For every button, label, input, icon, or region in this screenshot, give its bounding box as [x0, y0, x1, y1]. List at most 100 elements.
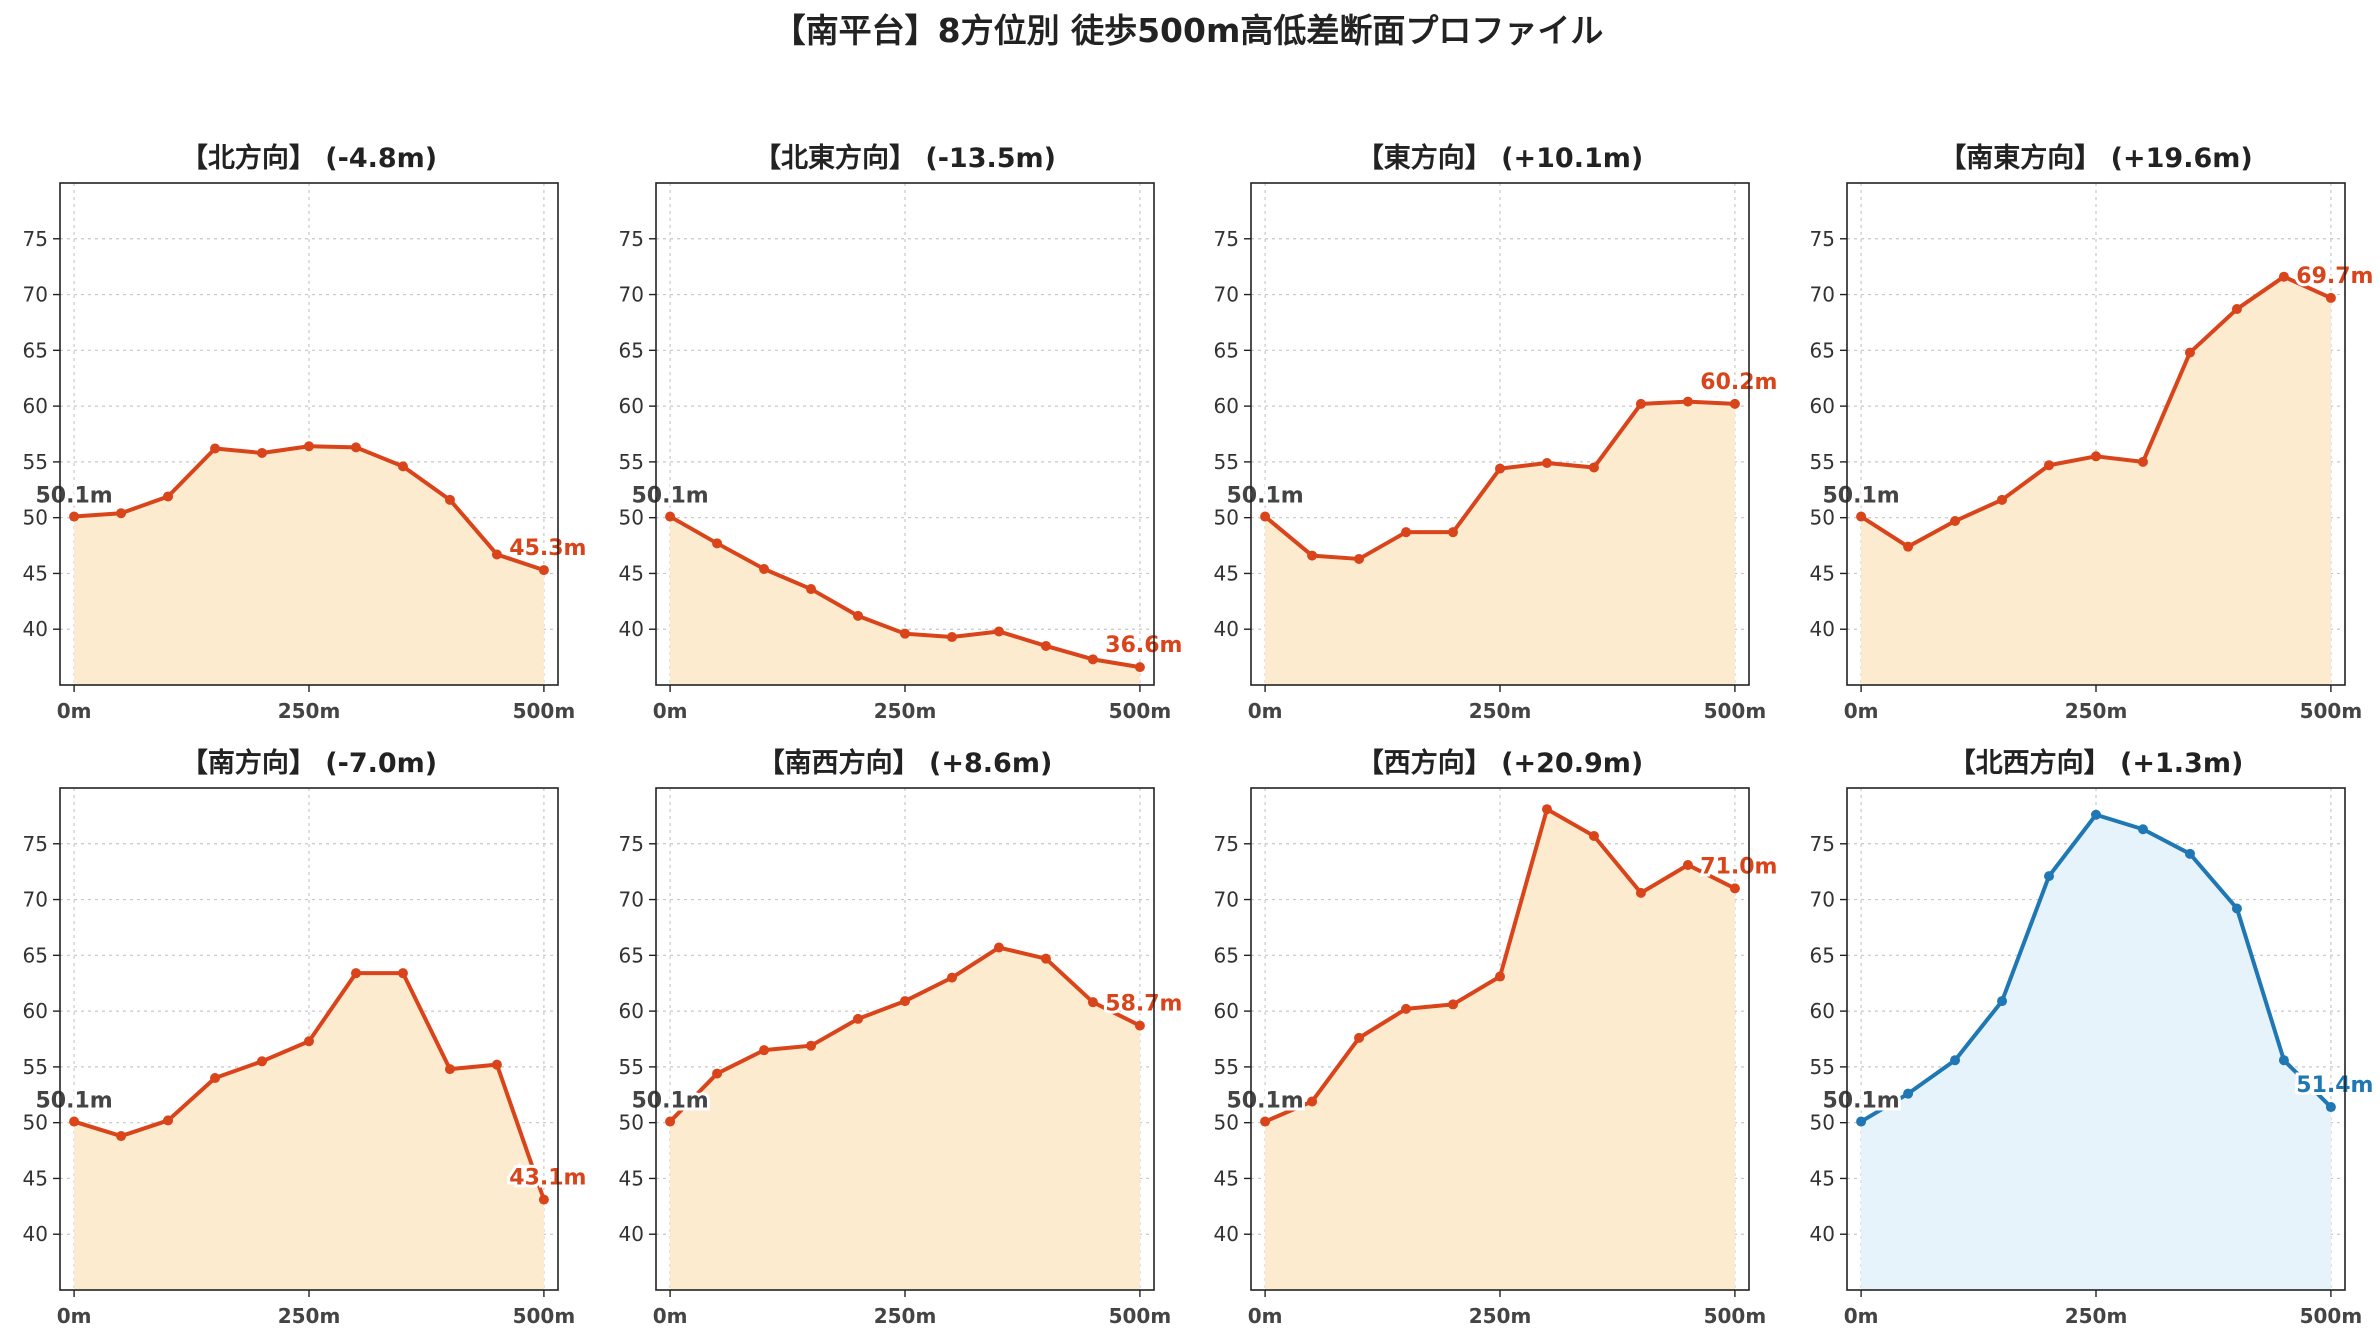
panel-2: 【東方向】 (+10.1m) 60.2m 50.1m 40 45 50 55 60 65 70 75… — [1214, 142, 1781, 723]
y-tick-label: 60 — [619, 394, 644, 418]
data-point — [397, 461, 408, 472]
y-tick-label: 45 — [23, 1166, 48, 1190]
start-elevation-label: 50.1m — [1822, 484, 1899, 509]
start-elevation-label: 50.1m — [1822, 1089, 1899, 1114]
x-tick-label: 0m — [653, 699, 688, 723]
data-point — [2231, 903, 2242, 914]
y-tick-label: 70 — [23, 888, 48, 912]
x-tick-label: 250m — [2065, 1304, 2128, 1328]
data-point — [1997, 494, 2008, 505]
data-point — [759, 563, 770, 574]
elevation-area — [74, 973, 544, 1290]
data-point — [1903, 1088, 1914, 1099]
panel-title: 【北西方向】 (+1.3m) — [1949, 747, 2244, 779]
x-tick-label: 500m — [1109, 699, 1172, 723]
data-point — [1401, 527, 1412, 538]
data-point — [1307, 550, 1318, 561]
x-tick-label: 250m — [1469, 1304, 1532, 1328]
data-point — [759, 1045, 770, 1056]
data-point — [538, 565, 549, 576]
x-tick-label: 0m — [1844, 1304, 1879, 1328]
data-point — [1729, 883, 1740, 894]
data-point — [2184, 347, 2195, 358]
y-tick-label: 65 — [619, 338, 644, 362]
panel-3: 【南東方向】 (+19.6m) 69.7m 50.1m 40 45 50 55 60 65 70 7… — [1810, 142, 2377, 723]
data-point — [1495, 971, 1505, 982]
y-tick-label: 60 — [619, 999, 644, 1023]
figure-title: 【南平台】8方位別 徒歩500m高低差断面プロファイル — [773, 11, 1604, 50]
data-point — [1856, 1116, 1867, 1127]
x-tick-label: 250m — [874, 1304, 937, 1328]
data-point — [1541, 804, 1552, 815]
y-tick-label: 55 — [1214, 450, 1239, 474]
end-elevation-label: 43.1m — [509, 1166, 586, 1191]
x-tick-label: 0m — [1248, 1304, 1283, 1328]
x-tick-label: 250m — [874, 699, 937, 723]
y-tick-label: 60 — [1810, 394, 1835, 418]
y-tick-label: 50 — [23, 1111, 48, 1135]
y-tick-label: 60 — [1214, 394, 1239, 418]
data-point — [304, 1036, 314, 1047]
y-tick-label: 40 — [23, 617, 48, 641]
x-tick-label: 500m — [1704, 1304, 1767, 1328]
data-point — [900, 996, 910, 1007]
y-tick-label: 75 — [619, 832, 644, 856]
x-tick-label: 0m — [1844, 699, 1879, 723]
y-tick-label: 40 — [619, 1222, 644, 1246]
y-tick-label: 75 — [23, 227, 48, 251]
panel-5: 【南西方向】 (+8.6m) 58.7m 50.1m 40 45 50 55 60 65 70 75… — [619, 747, 1186, 1328]
start-elevation-label: 50.1m — [1226, 484, 1303, 509]
y-tick-label: 60 — [1214, 999, 1239, 1023]
data-point — [1588, 830, 1599, 841]
x-tick-label: 0m — [57, 699, 92, 723]
data-point — [304, 441, 314, 452]
start-elevation-label: 50.1m — [1226, 1089, 1303, 1114]
y-tick-label: 70 — [619, 283, 644, 307]
y-tick-label: 70 — [1810, 888, 1835, 912]
panel-title: 【南方向】 (-7.0m) — [181, 747, 437, 779]
data-point — [1950, 1055, 1961, 1066]
x-tick-label: 250m — [2065, 699, 2128, 723]
data-point — [806, 1040, 817, 1051]
data-point — [665, 511, 676, 522]
data-point — [116, 1131, 127, 1142]
y-tick-label: 55 — [1214, 1055, 1239, 1079]
data-point — [1134, 1020, 1145, 1031]
panel-title: 【南東方向】 (+19.6m) — [1939, 142, 2252, 174]
end-elevation-label: 45.3m — [509, 536, 586, 561]
data-point — [1541, 458, 1552, 469]
y-tick-label: 60 — [1810, 999, 1835, 1023]
x-tick-label: 250m — [278, 699, 341, 723]
x-tick-label: 250m — [1469, 699, 1532, 723]
data-point — [2091, 809, 2101, 820]
data-point — [163, 1115, 174, 1126]
y-tick-label: 75 — [1810, 832, 1835, 856]
data-point — [993, 626, 1004, 637]
panel-title: 【北方向】 (-4.8m) — [181, 142, 437, 174]
data-point — [1260, 1116, 1271, 1127]
data-point — [257, 1056, 268, 1067]
data-point — [491, 1059, 502, 1070]
y-tick-label: 45 — [619, 561, 644, 585]
x-tick-label: 250m — [278, 1304, 341, 1328]
x-tick-label: 500m — [513, 699, 576, 723]
data-point — [116, 508, 127, 519]
data-point — [350, 968, 361, 979]
x-tick-label: 500m — [1109, 1304, 1172, 1328]
x-tick-label: 0m — [653, 1304, 688, 1328]
y-tick-label: 45 — [23, 561, 48, 585]
data-point — [1260, 511, 1271, 522]
panel-0: 【北方向】 (-4.8m) 45.3m 50.1m 40 45 50 55 60 65 70 75 0… — [23, 142, 590, 723]
y-tick-label: 60 — [23, 394, 48, 418]
data-point — [1588, 462, 1599, 473]
data-point — [444, 494, 455, 505]
data-point — [538, 1194, 549, 1205]
data-point — [1448, 527, 1459, 538]
data-point — [257, 447, 268, 458]
panel-4: 【南方向】 (-7.0m) 43.1m 50.1m 40 45 50 55 60 65 70 75 0… — [23, 747, 590, 1328]
data-point — [1040, 953, 1051, 964]
data-point — [2044, 460, 2055, 471]
end-elevation-label: 58.7m — [1105, 992, 1182, 1017]
data-point — [2044, 871, 2055, 882]
elevation-area — [670, 516, 1140, 685]
